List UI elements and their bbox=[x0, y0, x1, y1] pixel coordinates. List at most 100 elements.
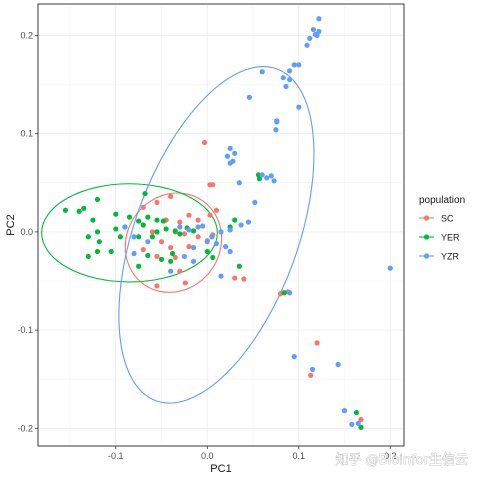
data-point-sc bbox=[241, 276, 247, 282]
data-point-yzr bbox=[268, 173, 274, 179]
data-point-yzr bbox=[335, 361, 341, 368]
data-point-yzr bbox=[296, 62, 302, 68]
data-point-yer bbox=[94, 248, 101, 255]
x-axis-title: PC1 bbox=[210, 463, 231, 475]
data-point-yer bbox=[140, 222, 146, 228]
data-point-yer bbox=[281, 290, 287, 296]
data-point-yzr bbox=[190, 244, 197, 251]
y-axis: -0.2 -0.1 0.0 0.1 0.2 bbox=[17, 30, 38, 433]
data-point-yer bbox=[163, 226, 169, 232]
data-point-yer bbox=[76, 208, 82, 214]
confidence-ellipses bbox=[41, 66, 315, 404]
data-point-yzr bbox=[131, 250, 137, 257]
data-point-sc bbox=[210, 182, 216, 188]
data-point-yzr bbox=[259, 172, 265, 178]
data-point-yzr bbox=[349, 421, 355, 427]
data-points bbox=[62, 16, 393, 430]
data-point-yzr bbox=[291, 354, 297, 360]
data-point-yzr bbox=[232, 150, 238, 156]
data-point-yzr bbox=[287, 290, 293, 296]
data-point-yer bbox=[85, 253, 91, 260]
data-point-yzr bbox=[200, 223, 206, 229]
x-tick-label: -0.1 bbox=[108, 451, 124, 461]
data-point-sc bbox=[232, 275, 238, 281]
series-yzr bbox=[122, 16, 393, 427]
data-point-yzr bbox=[280, 75, 286, 81]
data-point-yer bbox=[85, 234, 91, 240]
data-point-yzr bbox=[304, 42, 310, 48]
legend-key-point bbox=[423, 234, 430, 240]
data-point-yzr bbox=[316, 28, 322, 35]
data-point-yzr bbox=[387, 265, 393, 271]
data-point-yzr bbox=[307, 35, 313, 41]
ellipse-sc bbox=[124, 192, 223, 293]
data-point-sc bbox=[182, 280, 188, 286]
data-point-yer bbox=[145, 252, 151, 259]
data-point-yzr bbox=[177, 224, 183, 230]
data-point-yzr bbox=[287, 77, 293, 83]
data-point-yzr bbox=[274, 118, 280, 124]
data-point-yer bbox=[145, 214, 151, 220]
data-point-yer bbox=[113, 226, 119, 232]
data-point-sc bbox=[140, 204, 146, 210]
data-point-yzr bbox=[238, 222, 244, 228]
data-point-yzr bbox=[312, 31, 318, 38]
data-point-yzr bbox=[213, 241, 220, 247]
data-point-sc bbox=[314, 340, 320, 346]
plot-panel bbox=[37, 3, 405, 447]
data-point-sc bbox=[308, 372, 314, 378]
ellipse-yer bbox=[41, 183, 218, 283]
data-point-yer bbox=[90, 217, 96, 223]
data-point-sc bbox=[186, 212, 192, 218]
data-point-yer bbox=[236, 263, 242, 269]
data-point-yer bbox=[190, 228, 197, 234]
data-point-sc bbox=[154, 253, 160, 260]
legend-key-point bbox=[423, 253, 430, 259]
data-point-sc bbox=[149, 229, 155, 235]
data-point-yzr bbox=[227, 227, 233, 233]
data-point-yzr bbox=[236, 180, 242, 186]
data-point-sc bbox=[213, 207, 220, 213]
data-point-sc bbox=[168, 244, 174, 251]
data-point-yer bbox=[94, 196, 101, 203]
data-point-yer bbox=[126, 214, 133, 220]
data-point-yzr bbox=[222, 244, 229, 250]
data-point-sc bbox=[177, 268, 183, 274]
data-point-yzr bbox=[181, 253, 187, 260]
data-point-yzr bbox=[264, 175, 270, 181]
data-point-yzr bbox=[310, 26, 317, 33]
data-point-yer bbox=[353, 410, 360, 416]
data-point-yzr bbox=[341, 408, 348, 414]
legend-title: population bbox=[419, 195, 465, 206]
data-point-yer bbox=[255, 172, 262, 178]
data-point-sc bbox=[358, 416, 364, 423]
x-tick-label: 0.1 bbox=[293, 451, 306, 461]
y-axis-title: PC2 bbox=[5, 214, 17, 235]
data-point-yer bbox=[256, 176, 263, 182]
data-point-yzr bbox=[252, 199, 258, 206]
grid-minor bbox=[38, 4, 404, 446]
grid-major bbox=[38, 4, 404, 446]
data-point-sc bbox=[154, 283, 160, 289]
data-point-yer bbox=[94, 229, 101, 235]
data-point-yzr bbox=[190, 258, 197, 264]
legend-label-sc: SC bbox=[441, 214, 454, 224]
ellipse-yzr bbox=[118, 66, 315, 404]
panel-border bbox=[37, 3, 405, 447]
data-point-yer bbox=[96, 239, 102, 245]
data-point-yzr bbox=[122, 224, 128, 230]
data-point-yer bbox=[136, 234, 142, 240]
data-point-yzr bbox=[218, 273, 224, 279]
data-point-yer bbox=[136, 263, 142, 269]
data-point-yer bbox=[160, 218, 166, 224]
y-tick-label: 0.0 bbox=[20, 227, 33, 237]
data-point-yzr bbox=[246, 94, 252, 100]
data-point-sc bbox=[177, 219, 183, 225]
data-point-yzr bbox=[291, 62, 297, 68]
data-point-yer bbox=[232, 217, 238, 223]
data-point-yzr bbox=[230, 158, 236, 164]
data-point-yer bbox=[204, 248, 210, 255]
data-point-yzr bbox=[186, 227, 192, 233]
legend-items: SC YER YZR bbox=[419, 214, 460, 262]
data-point-yzr bbox=[245, 219, 252, 225]
